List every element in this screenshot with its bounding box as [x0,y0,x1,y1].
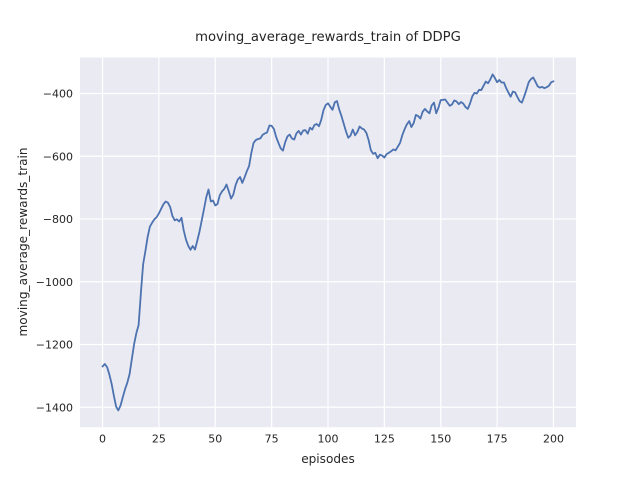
y-tick-label: −1200 [36,339,73,352]
y-tick-label: −1400 [36,401,73,414]
x-axis-label: episodes [301,452,355,466]
x-tick-label: 75 [265,433,279,446]
y-tick-label: −1000 [36,276,73,289]
y-tick-label: −400 [43,88,73,101]
chart-title: moving_average_rewards_train of DDPG [195,30,461,45]
x-tick-label: 100 [318,433,339,446]
x-tick-label: 25 [152,433,166,446]
x-tick-label: 125 [374,433,395,446]
x-tick-label: 150 [430,433,451,446]
data-line-moving_average_rewards_train [101,73,555,412]
x-tick-label: 0 [99,433,106,446]
x-tick-label: 175 [487,433,508,446]
y-tick-label: −600 [43,150,73,163]
y-axis-label: moving_average_rewards_train [16,147,30,337]
x-tick-label: 200 [543,433,564,446]
y-tick-label: −800 [43,213,73,226]
x-tick-label: 50 [208,433,222,446]
